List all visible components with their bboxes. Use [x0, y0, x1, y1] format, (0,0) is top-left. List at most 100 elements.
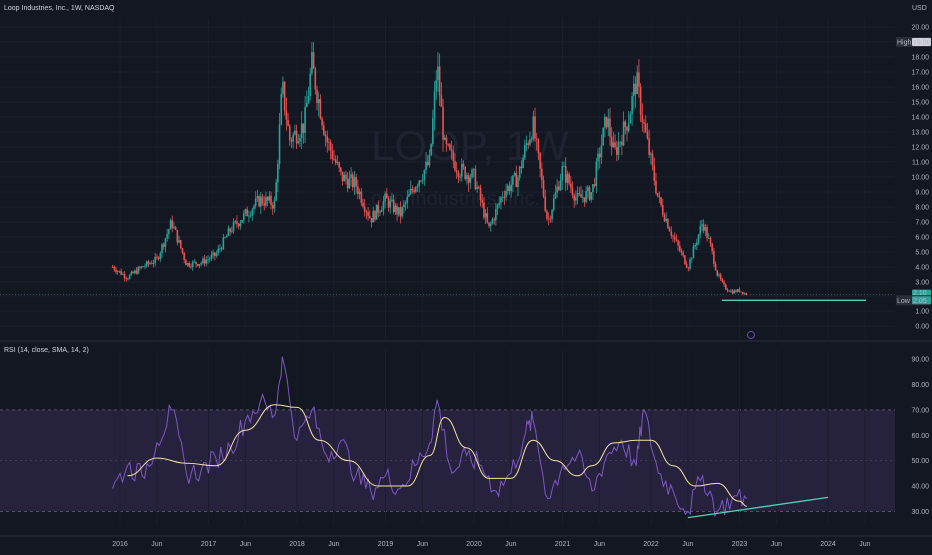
price-tick-label: 1.00 [915, 309, 929, 316]
time-tick-label: 2023 [732, 541, 748, 548]
candle-body [663, 214, 666, 222]
candle-body [631, 96, 633, 115]
candle-body [244, 209, 247, 214]
candle-body [193, 261, 196, 263]
candle-body [326, 136, 329, 143]
candle-body [537, 139, 540, 153]
price-grid [0, 18, 895, 338]
candle-body [629, 114, 632, 124]
candle-body [547, 218, 550, 220]
candle-body [113, 267, 116, 270]
time-tick-label: Jun [859, 541, 870, 548]
candle-body [743, 293, 746, 294]
candle-body [500, 197, 502, 203]
candle-body [397, 207, 400, 215]
candle-body [583, 197, 586, 203]
candle-body [592, 184, 594, 193]
candle-body [530, 139, 533, 140]
candle-body [198, 264, 201, 266]
candle-body [382, 201, 385, 211]
rsi-tick-label: 40.00 [911, 483, 929, 490]
candle-body [638, 72, 640, 87]
candle-body [735, 290, 737, 292]
price-tick-label: 9.00 [915, 190, 929, 197]
candle-body [426, 161, 429, 166]
candle-body [328, 142, 330, 143]
price-tick-label: 20.00 [911, 25, 929, 32]
candle-body [283, 81, 286, 111]
candle-body [285, 110, 288, 120]
price-tick-label: 12.00 [911, 145, 929, 152]
candle-body [588, 187, 591, 200]
candle-body [229, 228, 231, 232]
candle-body [498, 202, 501, 205]
candle-body [157, 257, 160, 259]
candle-body [552, 198, 555, 211]
candle-body [161, 244, 163, 254]
candle-body [607, 118, 610, 128]
candle-body [164, 238, 167, 247]
candle-body [294, 130, 296, 135]
candle-body [546, 210, 548, 219]
candle-body [365, 211, 368, 213]
candle-body [634, 83, 637, 95]
candle-body [253, 205, 255, 210]
candle-body [254, 198, 257, 206]
event-marker-icon[interactable] [747, 331, 755, 339]
candle-body [191, 261, 194, 268]
price-tick-label: 0.00 [915, 324, 929, 331]
candle-body [719, 274, 722, 280]
candle-body [343, 174, 346, 182]
rsi-line[interactable] [112, 356, 748, 518]
candle-body [237, 224, 240, 227]
time-tick-label: Jun [240, 541, 251, 548]
candle-body [738, 289, 741, 292]
candle-body [590, 192, 593, 200]
candle-body [742, 291, 744, 294]
candle-body [179, 240, 182, 249]
candle-body [462, 163, 465, 168]
watermark-company: Loop Industries, Inc. [360, 188, 540, 210]
price-tick-label: 6.00 [915, 235, 929, 242]
candle-body [696, 242, 698, 246]
candle-body [178, 240, 180, 243]
candle-body [333, 159, 335, 160]
candle-body [331, 150, 334, 160]
rsi-trendline[interactable] [687, 496, 829, 519]
candle-body [716, 270, 719, 276]
candle-body [728, 290, 730, 292]
candle-body [437, 66, 439, 81]
candle-body [609, 118, 611, 137]
candle-body [651, 153, 654, 166]
candle-body [619, 141, 621, 143]
candle-body [571, 187, 574, 196]
candle-body [541, 168, 543, 181]
candle-body [169, 220, 172, 230]
candle-body [442, 106, 444, 140]
candle-body [392, 199, 395, 213]
candle-body [147, 261, 150, 264]
candle-body [687, 267, 690, 269]
price-tick-label: 13.00 [911, 130, 929, 137]
candle-body [418, 180, 421, 187]
candle-body [510, 184, 512, 192]
time-tick-label: 2021 [555, 541, 571, 548]
time-axis[interactable]: 2016 Jun 2017 Jun 2018 Jun 2019 Jun 2020 Jun 2021 J… [0, 535, 932, 548]
candle-body [375, 204, 378, 220]
candle-body [239, 222, 242, 227]
candle-body [406, 196, 409, 203]
candle-body [166, 233, 168, 239]
candle-body [217, 248, 220, 254]
candle-body [290, 140, 293, 142]
candle-body [731, 290, 734, 294]
candle-body [137, 267, 139, 274]
candle-body [575, 197, 577, 201]
candle-body [539, 152, 541, 169]
rsi-ma-line[interactable] [127, 404, 747, 507]
candle-body [176, 229, 179, 243]
rsi-tick-label: 90.00 [911, 357, 929, 364]
candle-body [483, 202, 485, 218]
low-badge-label: Low [897, 298, 911, 305]
low-badge-value: 2.05 [913, 298, 927, 305]
